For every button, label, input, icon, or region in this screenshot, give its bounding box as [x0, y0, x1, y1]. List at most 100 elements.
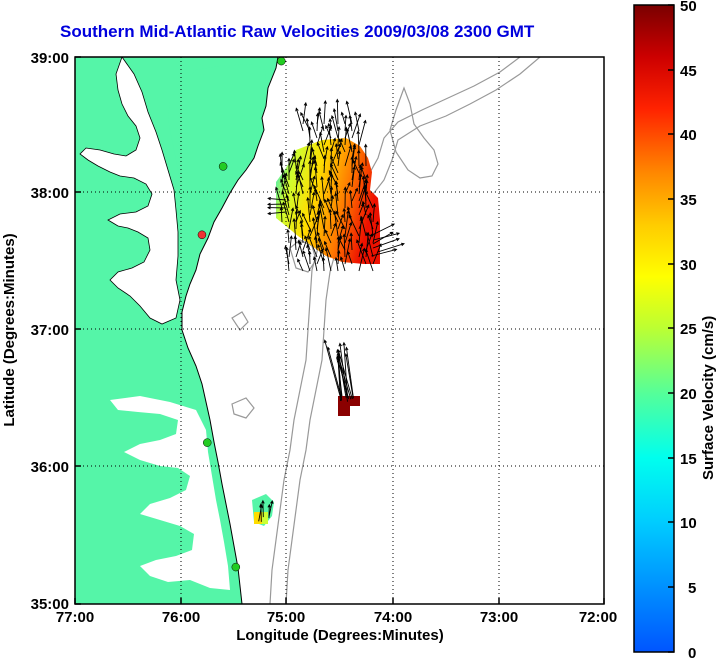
- velocity-vector: [313, 159, 318, 174]
- velocity-vector: [267, 196, 287, 201]
- velocity-vector: [313, 166, 318, 188]
- velocity-vector: [356, 130, 360, 153]
- velocity-vector: [342, 341, 348, 398]
- radar-station: [231, 562, 241, 572]
- velocity-vector: [339, 256, 346, 272]
- velocity-vector: [297, 258, 304, 272]
- velocity-vector: [324, 247, 332, 272]
- x-tick-label: 76:00: [162, 609, 200, 626]
- colorbar-tick: 20: [680, 386, 697, 403]
- velocity-vector: [267, 503, 272, 519]
- velocity-vector: [297, 239, 304, 258]
- velocity-vector: [330, 163, 339, 181]
- velocity-vector: [285, 246, 290, 272]
- velocity-vector: [350, 155, 354, 174]
- velocity-vector: [342, 233, 346, 258]
- velocity-vector: [296, 170, 304, 195]
- velocity-vector: [317, 243, 325, 265]
- velocity-vector: [359, 215, 367, 237]
- velocity-vector: [288, 235, 293, 258]
- velocity-vector: [313, 184, 325, 209]
- velocity-vector: [372, 202, 377, 223]
- velocity-vector: [321, 256, 326, 272]
- velocity-vector: [308, 185, 312, 209]
- velocity-vector: [267, 205, 287, 210]
- velocity-vector: [323, 154, 327, 174]
- velocity-vector: [267, 211, 287, 216]
- velocity-vector: [342, 207, 346, 223]
- velocity-vector: [372, 231, 394, 245]
- velocity-vector: [295, 204, 304, 223]
- velocity-vector: [358, 247, 366, 272]
- velocity-vector: [358, 172, 363, 195]
- velocity-vector: [318, 199, 325, 216]
- velocity-vectors: [258, 98, 405, 522]
- radar-stations: [197, 56, 286, 572]
- radar-station: [203, 438, 212, 447]
- velocity-vector: [288, 207, 295, 230]
- velocity-vector: [323, 240, 332, 258]
- velocity-vector: [330, 155, 339, 174]
- velocity-vector: [310, 121, 318, 139]
- velocity-vector: [346, 250, 353, 265]
- velocity-vector: [334, 256, 339, 272]
- velocity-vector: [358, 119, 367, 146]
- colorbar-tick: 35: [680, 192, 697, 209]
- colorbar-tick: 30: [680, 257, 697, 274]
- velocity-vector: [309, 191, 316, 216]
- velocity-vector: [309, 155, 317, 174]
- velocity-vector: [353, 111, 360, 132]
- velocity-vector: [317, 237, 325, 258]
- velocity-vector: [323, 100, 328, 125]
- velocity-vector: [281, 190, 290, 216]
- velocity-vector: [316, 248, 324, 265]
- velocity-vector: [360, 166, 367, 181]
- x-axis-label: Longitude (Degrees:Minutes): [236, 627, 444, 644]
- velocity-vector: [363, 184, 368, 209]
- colorbar-tick: 40: [680, 127, 697, 144]
- colorbar-tick: 15: [680, 451, 697, 468]
- velocity-vector: [316, 141, 325, 160]
- velocity-vector: [334, 143, 339, 160]
- velocity-field-south: [338, 396, 360, 416]
- y-tick-label: 38:00: [31, 185, 69, 202]
- velocity-vector: [268, 500, 274, 517]
- velocity-vector: [312, 256, 318, 272]
- velocity-vector: [308, 160, 312, 188]
- velocity-vector: [337, 213, 344, 230]
- velocity-vector: [323, 339, 341, 398]
- y-tick-label: 36:00: [31, 459, 69, 476]
- velocity-vector: [373, 232, 401, 241]
- velocity-vector: [332, 108, 339, 132]
- velocity-vector: [261, 499, 265, 518]
- velocity-vector: [288, 152, 295, 167]
- velocity-vector: [372, 237, 400, 249]
- colorbar-tick: 5: [688, 580, 696, 597]
- velocity-vector: [279, 161, 290, 188]
- pamlico-sound: [110, 396, 230, 590]
- y-tick-label: 35:00: [31, 596, 69, 613]
- colorbar-tick: 0: [688, 645, 696, 659]
- velocity-vector: [287, 157, 291, 180]
- velocity-vector: [294, 209, 299, 230]
- velocity-vector: [318, 131, 325, 153]
- velocity-vector: [323, 215, 327, 237]
- velocity-vector: [364, 190, 374, 209]
- velocity-vector: [334, 180, 339, 202]
- velocity-vector: [351, 187, 358, 202]
- velocity-vector: [302, 142, 311, 167]
- velocity-vector: [329, 147, 334, 174]
- velocity-vector: [330, 222, 337, 237]
- velocity-vector: [292, 149, 297, 167]
- velocity-vector: [302, 249, 311, 272]
- velocity-vector: [326, 197, 339, 223]
- velocity-vector: [267, 202, 287, 207]
- velocity-vector: [364, 248, 374, 272]
- velocity-vector: [329, 173, 334, 188]
- y-tick-label: 39:00: [31, 50, 69, 67]
- velocity-vector: [309, 156, 315, 181]
- land-delmarva: [168, 64, 266, 304]
- velocity-vector: [344, 221, 353, 244]
- velocity-vector: [377, 242, 405, 253]
